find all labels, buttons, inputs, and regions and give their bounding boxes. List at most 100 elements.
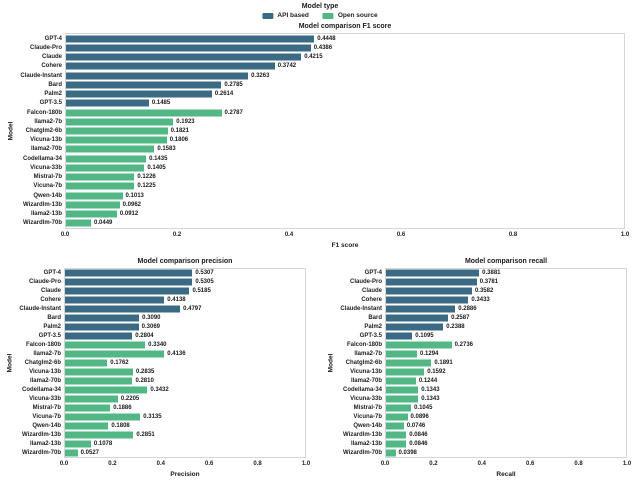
- bar-value-label: 0.3340: [148, 342, 167, 349]
- category-label: Claude: [40, 288, 61, 295]
- category-label: Bard: [47, 315, 61, 322]
- bar-value-label: 0.4136: [167, 351, 186, 358]
- bar-value-label: 0.2785: [224, 81, 243, 88]
- bar-row: Bard 0.3090: [47, 314, 305, 323]
- bar-row: GPT-3.5 0.1095: [360, 332, 626, 341]
- bar-value-label: 0.1592: [427, 368, 446, 375]
- bar-value-label: 0.5185: [192, 288, 211, 295]
- bar-value-label: 0.0746: [406, 422, 426, 429]
- bar: [65, 287, 190, 295]
- bar-row: Claude-Instant 0.2886: [340, 305, 626, 314]
- bar-value-label: 0.4448: [317, 35, 336, 42]
- bar: [65, 377, 133, 385]
- bar-row: GPT-3.5 0.1485: [40, 99, 624, 108]
- bar-value-label: 0.0398: [398, 449, 417, 456]
- bar-row: llama2-7b 0.1923: [34, 117, 624, 126]
- bar-row: Chatglm2-6b 0.1762: [25, 359, 305, 368]
- category-label: Vicuna-13b: [29, 368, 61, 375]
- bar-row: llama2-13b 0.0846: [351, 439, 626, 448]
- bar-row: llama2-13b 0.0912: [31, 210, 624, 219]
- bar-row: Vicuna-33b 0.1405: [30, 163, 624, 172]
- bar-row: Claude 0.3582: [362, 287, 626, 296]
- x-tick-label: 0.4: [477, 461, 486, 467]
- legend-item-api-based: API based: [262, 12, 309, 19]
- bar: [65, 395, 118, 403]
- bar-row: Vicuna-13b 0.1592: [350, 367, 626, 376]
- bar: [386, 278, 477, 286]
- x-axis-label: F1 score: [331, 242, 359, 249]
- bar: [66, 155, 147, 163]
- bar: [66, 53, 302, 61]
- bar: [65, 323, 139, 331]
- category-label: Palm2: [43, 324, 61, 331]
- legend: Model type API based Open source: [262, 3, 378, 19]
- bar-row: Wizardlm-70b 0.0398: [343, 448, 626, 457]
- category-label: GPT-4: [364, 270, 382, 277]
- bar: [66, 99, 149, 107]
- category-label: Bard: [48, 81, 62, 88]
- bar-value-label: 0.3582: [474, 288, 494, 295]
- bar-value-label: 0.1891: [434, 359, 453, 366]
- bar-row: Wizardlm-13b 0.2851: [22, 430, 305, 439]
- category-label: GPT-4: [44, 35, 62, 42]
- bar-value-label: 0.4797: [183, 306, 202, 313]
- category-label: Bard: [368, 315, 382, 322]
- x-tick-label: 0.4: [156, 461, 165, 467]
- legend-item-open-source: Open source: [322, 12, 378, 19]
- bar: [386, 422, 404, 430]
- bar-value-label: 0.2787: [224, 109, 243, 116]
- bar-row: Cohere 0.4138: [40, 296, 305, 305]
- category-label: Codellama-34: [21, 386, 61, 393]
- bar-row: Falcon-180b 0.2736: [347, 341, 626, 350]
- legend-items: API based Open source: [262, 12, 378, 19]
- bar: [386, 314, 449, 322]
- bar-value-label: 0.1095: [415, 333, 434, 340]
- bar: [386, 413, 408, 421]
- f1-score-chart: Model comparison F1 score Model GPT-4 0.4…: [8, 23, 630, 249]
- x-tick-label: 0.6: [205, 461, 214, 467]
- bar-value-label: 0.3742: [277, 63, 297, 70]
- x-axis-label: Recall: [496, 471, 516, 478]
- bar-row: llama2-70b 0.1583: [31, 145, 624, 154]
- x-tick-label: 0.6: [526, 461, 535, 467]
- bar-value-label: 0.1045: [414, 404, 433, 411]
- bar-row: Falcon-180b 0.3340: [26, 341, 305, 350]
- bar: [65, 422, 109, 430]
- x-tick-label: 0.2: [429, 461, 438, 467]
- bar-row: llama2-13b 0.1078: [30, 439, 305, 448]
- bar-value-label: 0.3069: [141, 324, 160, 331]
- x-tick-label: 0.0: [380, 461, 390, 467]
- bar-row: Bard 0.2587: [368, 314, 626, 323]
- bar-value-label: 0.1485: [151, 100, 171, 107]
- bar-row: Vicuna-7b 0.1225: [33, 182, 624, 191]
- bar-row: Vicuna-13b 0.1806: [30, 136, 624, 145]
- bar: [65, 314, 140, 322]
- bar-value-label: 0.1013: [125, 192, 144, 199]
- category-label: Claude: [41, 54, 62, 61]
- bar-row: Falcon-180b 0.2787: [27, 108, 624, 117]
- bar: [386, 377, 416, 385]
- bar-row: Claude-Pro 0.5305: [29, 278, 305, 287]
- bar-row: Vicuna-33b 0.2205: [29, 394, 305, 403]
- bar: [65, 404, 111, 412]
- precision-chart: Model comparison precision Model GPT-4 0.…: [7, 258, 311, 478]
- bar-value-label: 0.2835: [136, 368, 155, 375]
- bar-value-label: 0.4386: [313, 44, 333, 51]
- bar-row: Claude 0.4215: [42, 52, 624, 61]
- category-label: Falcon-180b: [26, 109, 62, 116]
- bar-value-label: 0.2736: [454, 342, 474, 349]
- bar: [386, 449, 396, 457]
- category-label: Claude-Pro: [349, 279, 382, 286]
- bar: [65, 368, 134, 376]
- category-label: Cohere: [41, 63, 62, 70]
- bar-row: GPT-4 0.4448: [45, 34, 624, 43]
- bar: [65, 350, 165, 358]
- category-label: Claude-Instant: [340, 306, 382, 313]
- bar: [386, 350, 418, 358]
- bar-value-label: 0.1886: [113, 404, 132, 411]
- bar: [66, 145, 155, 153]
- bar: [65, 359, 108, 367]
- bar-row: Wizardlm-70b 0.0449: [23, 219, 624, 228]
- category-label: Vicuna-7b: [32, 413, 61, 420]
